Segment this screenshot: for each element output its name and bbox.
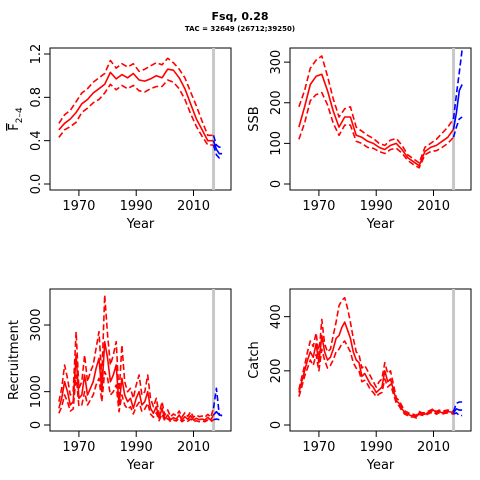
recruitment-y-tick-label: 3000 xyxy=(29,308,44,341)
ssb-plot-frame xyxy=(289,47,472,191)
catch-y-axis-label: Catch xyxy=(247,341,262,379)
fbar-red-lower-line xyxy=(58,79,214,146)
recruitment-blue-upper-line xyxy=(212,387,223,417)
ssb-panel: 1970 1990 2010 0 100 200 300 Year SSB xyxy=(247,47,472,232)
fbar-blue-upper-line xyxy=(212,135,223,148)
recruitment-y-axis-label: Recruitment xyxy=(7,320,22,400)
catch-x-tick-label: 2010 xyxy=(417,440,450,455)
recruitment-y-tick-label: 1000 xyxy=(29,375,44,408)
recruitment-x-tick-label: 1990 xyxy=(120,440,153,455)
ssb-y-tick-label: 100 xyxy=(269,131,284,156)
ssb-x-tick-label: 1970 xyxy=(302,199,335,214)
fbar-blue-median-line xyxy=(212,140,223,155)
ssb-series-group xyxy=(298,49,463,169)
recruitment-series-group xyxy=(58,294,223,423)
ssb-y-tick-label: 200 xyxy=(269,90,284,115)
recruitment-red-lower-line xyxy=(58,370,214,423)
figure-title: Fsq, 0.28 xyxy=(211,10,268,23)
ssb-blue-lower-line xyxy=(452,116,463,138)
catch-y-tick-label: 400 xyxy=(269,304,284,329)
catch-red-upper-line xyxy=(298,296,454,417)
catch-blue-upper-line xyxy=(452,401,463,412)
fbar-panel: 1970 1990 2010 0.0 0.4 0.8 1.2 Year F2–4 xyxy=(7,44,232,232)
recruitment-x-tick-label: 1970 xyxy=(62,440,95,455)
catch-series-group xyxy=(298,296,463,419)
catch-panel: 1970 1990 2010 0 200 400 Year Catch xyxy=(247,288,472,473)
ssb-x-axis-label: Year xyxy=(366,217,395,232)
fbar-blue-lower-line xyxy=(212,144,223,159)
fbar-y-tick-label: 0.4 xyxy=(29,130,44,151)
fbar-y-tick-label: 0.0 xyxy=(29,174,44,195)
fbar-y-axis-label: F2–4 xyxy=(7,107,25,131)
fbar-x-tick-label: 1970 xyxy=(62,199,95,214)
ssb-blue-upper-line xyxy=(452,49,463,120)
catch-red-median-line xyxy=(298,321,454,418)
fbar-x-axis-label: Year xyxy=(126,217,155,232)
ssb-y-axis-label: SSB xyxy=(247,106,262,131)
recruitment-x-tick-label: 2010 xyxy=(177,440,210,455)
recruitment-red-upper-line xyxy=(58,294,215,419)
fbar-y-tick-label: 1.2 xyxy=(29,44,44,65)
fbar-series-group xyxy=(58,57,223,159)
catch-red-lower-line xyxy=(298,340,454,419)
fbar-y-tick-label: 0.8 xyxy=(29,87,44,108)
catch-plot-frame xyxy=(289,288,472,432)
recruitment-blue-lower-line xyxy=(213,418,223,421)
fbar-red-median-line xyxy=(58,68,214,142)
ssb-red-upper-line xyxy=(298,55,455,164)
catch-y-tick-label: 0 xyxy=(269,421,284,429)
ssb-red-median-line xyxy=(298,73,455,167)
catch-y-tick-label: 200 xyxy=(269,358,284,383)
catch-blue-median-line xyxy=(452,407,463,414)
ssb-x-tick-label: 2010 xyxy=(417,199,450,214)
ssb-x-tick-label: 1990 xyxy=(360,199,393,214)
fbar-plot-frame xyxy=(49,47,232,191)
ssb-y-tick-label: 0 xyxy=(269,180,284,188)
figure-subtitle: TAC = 32649 (26712;39250) xyxy=(185,25,295,33)
catch-blue-lower-line xyxy=(453,411,463,417)
catch-x-tick-label: 1990 xyxy=(360,440,393,455)
ssb-blue-median-line xyxy=(452,84,463,130)
fbar-x-tick-label: 2010 xyxy=(177,199,210,214)
fbar-x-tick-label: 1990 xyxy=(120,199,153,214)
catch-x-axis-label: Year xyxy=(366,458,395,473)
recruitment-x-axis-label: Year xyxy=(126,458,155,473)
recruitment-y-tick-label: 0 xyxy=(29,421,44,429)
fbar-red-upper-line xyxy=(58,57,214,137)
ssb-red-lower-line xyxy=(298,91,455,169)
ssb-y-tick-label: 300 xyxy=(269,50,284,75)
recruitment-red-median-line xyxy=(58,340,215,421)
catch-x-tick-label: 1970 xyxy=(302,440,335,455)
recruitment-panel: 1970 1990 2010 0 1000 3000 Year Recruitment xyxy=(7,288,232,473)
